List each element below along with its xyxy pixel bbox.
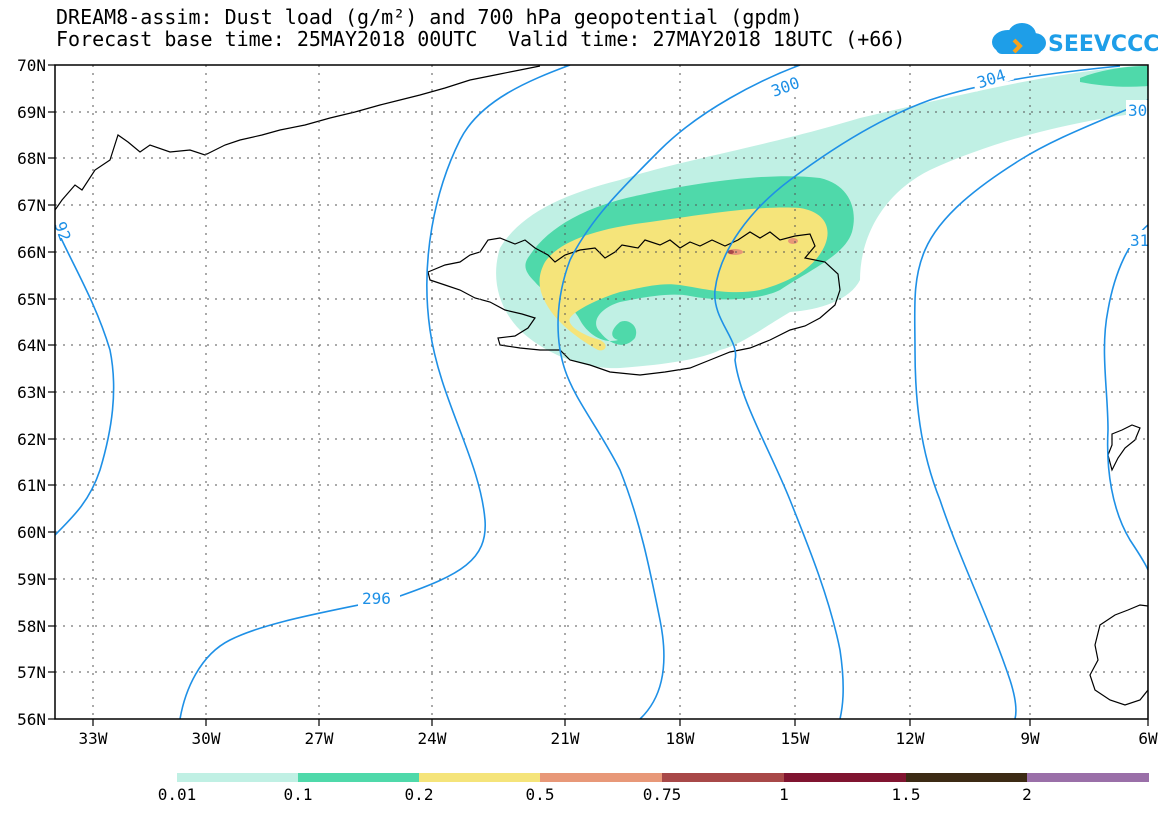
lat-label: 56N [17,710,46,729]
cloud-icon [992,23,1046,54]
colorbar-swatch-7 [1027,773,1149,782]
colorbar-label: 0.01 [158,785,197,804]
contour-304 [714,65,1121,719]
colorbar-swatch-6 [906,773,1027,782]
latitude-labels: 70N 69N 68N 67N 66N 65N 64N 63N 62N 61N … [17,56,46,729]
colorbar-swatch-0 [177,773,298,782]
forecast-base-time: Forecast base time: 25MAY2018 00UTC [56,27,478,51]
dust-shade-0.1-patch [1080,66,1148,87]
contour-label-300: 300 [769,73,803,101]
contour-296 [179,65,571,719]
lon-label: 33W [79,729,108,748]
lat-label: 68N [17,149,46,168]
longitude-labels: 33W 30W 27W 24W 21W 18W 15W 12W 9W 6W [79,729,1158,748]
lat-label: 58N [17,617,46,636]
lat-label: 66N [17,243,46,262]
colorbar-label: 0.1 [284,785,313,804]
lon-label: 15W [781,729,810,748]
lat-label: 62N [17,430,46,449]
coastline-scotland [1089,604,1148,706]
gridlines [55,65,1148,719]
colorbar-label: 0.2 [405,785,434,804]
coastline-greenland [55,65,541,211]
contour-292 [55,224,115,536]
lon-label: 24W [418,729,447,748]
map-title: DREAM8-assim: Dust load (g/m²) and 700 h… [56,5,803,29]
lon-label: 12W [896,729,925,748]
tick-marks [48,64,1149,726]
colorbar-label: 1.5 [892,785,921,804]
logo-text: SEEVCCC [1048,32,1159,57]
lat-label: 69N [17,103,46,122]
contour-labels: 296 300 304 30 31 92 [50,60,1149,608]
colorbar: 0.01 0.1 0.2 0.5 0.75 1 1.5 2 [158,773,1149,804]
contour-312 [1103,224,1148,571]
colorbar-label: 0.75 [643,785,682,804]
seevccc-logo: SEEVCCC [992,23,1159,57]
lon-label: 21W [551,729,580,748]
colorbar-swatch-5 [784,773,906,782]
dust-shade-0.75 [728,250,734,254]
geopotential-contours [55,65,1148,719]
lon-label: 18W [666,729,695,748]
lat-label: 59N [17,570,46,589]
lon-label: 9W [1020,729,1040,748]
coastline-faroes [1107,424,1141,472]
lat-label: 63N [17,383,46,402]
contour-308 [913,99,1148,719]
contour-300 [557,65,801,719]
lat-label: 64N [17,336,46,355]
coastlines [55,65,1148,706]
dust-shade-0.2 [539,207,828,351]
colorbar-swatch-1 [298,773,419,782]
contour-label-296: 296 [362,589,391,608]
lat-label: 65N [17,290,46,309]
colorbar-swatch-4 [662,773,784,782]
lon-label: 30W [192,729,221,748]
lat-label: 57N [17,663,46,682]
lat-label: 70N [17,56,46,75]
colorbar-swatch-2 [419,773,540,782]
colorbar-label: 0.5 [526,785,555,804]
dust-fields [496,65,1148,369]
lat-label: 61N [17,476,46,495]
dust-shade-0.5-b [788,238,798,244]
contour-label-308: 30 [1128,101,1147,120]
coastline-iceland [427,231,841,376]
colorbar-swatch-3 [540,773,662,782]
contour-label-312: 31 [1130,231,1149,250]
lat-label: 60N [17,523,46,542]
colorbar-label: 2 [1022,785,1032,804]
lon-label: 27W [305,729,334,748]
colorbar-label: 1 [779,785,789,804]
lat-label: 67N [17,196,46,215]
valid-time: Valid time: 27MAY2018 18UTC (+66) [508,27,906,51]
lon-label: 6W [1138,729,1158,748]
